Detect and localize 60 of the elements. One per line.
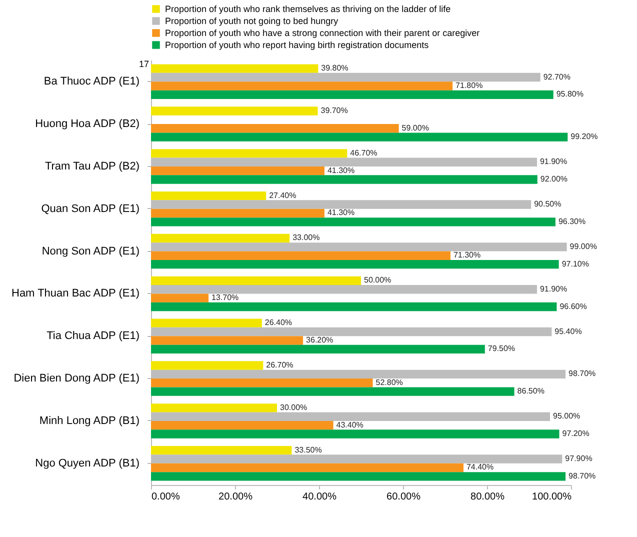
- x-tick-label: 60.00%: [386, 492, 421, 502]
- data-label: 96.60%: [560, 302, 587, 311]
- data-label: 99.00%: [570, 242, 597, 251]
- x-tick-label: 80.00%: [470, 492, 505, 502]
- y-tick-label: Ngo Quyen ADP (B1): [35, 457, 140, 470]
- y-tick-label: Ham Thuan Bac ADP (E1): [12, 288, 140, 300]
- x-tick-label: 0.00%: [152, 492, 180, 502]
- legend-label: Proportion of youth who rank themselves as thriving on the ladder of life: [165, 4, 451, 14]
- y-tick-label: Huong Hoa ADP (B2): [35, 118, 140, 130]
- data-label: 39.80%: [321, 64, 348, 73]
- data-label: 91.90%: [540, 284, 568, 294]
- data-label: 99.20%: [570, 132, 598, 142]
- data-label: 26.70%: [266, 360, 294, 370]
- data-label: 79.50%: [488, 344, 516, 354]
- data-label: 26.40%: [264, 318, 292, 328]
- y-tick-label: Nong Son ADP (E1): [42, 245, 140, 258]
- y-tick-label: Quan Son ADP (E1): [41, 202, 140, 215]
- data-label: 98.70%: [568, 369, 596, 378]
- data-label: 95.40%: [554, 326, 582, 336]
- data-label: 43.40%: [336, 420, 364, 430]
- data-label: 90.50%: [534, 200, 562, 209]
- data-label: 97.10%: [562, 259, 589, 268]
- data-label: 27.40%: [269, 190, 296, 200]
- data-label: 30.00%: [280, 402, 308, 412]
- y-tick-label: Tia Chua ADP (E1): [46, 330, 140, 342]
- data-label: 13.70%: [212, 293, 239, 302]
- y-tick-label: Dien Bien Dong ADP (E1): [14, 372, 140, 385]
- y-tick-label: Minh Long ADP (B1): [39, 414, 140, 427]
- data-label: 92.70%: [543, 72, 570, 82]
- data-label: 97.20%: [562, 428, 590, 438]
- data-label: 41.30%: [327, 166, 355, 175]
- data-label: 86.50%: [517, 386, 544, 396]
- data-label: 97.90%: [565, 454, 592, 464]
- data-label: 46.70%: [350, 148, 378, 158]
- data-label: 98.70%: [568, 471, 596, 480]
- data-label: 91.90%: [540, 157, 568, 166]
- data-label: 92.00%: [540, 174, 568, 184]
- data-label: 33.00%: [292, 233, 320, 242]
- data-label: 95.00%: [553, 412, 580, 421]
- legend-label: Proportion of youth who report having birth registration documents: [165, 40, 430, 50]
- data-label: 71.80%: [456, 80, 483, 90]
- text: 17: [138, 59, 149, 69]
- x-tick-label: 20.00%: [218, 492, 253, 502]
- data-label: 36.20%: [306, 335, 334, 344]
- data-label: 59.00%: [402, 123, 429, 132]
- data-label: 41.30%: [327, 208, 355, 218]
- legend-label: Proportion of youth not going to bed hungry: [165, 16, 339, 26]
- data-label: 74.40%: [466, 462, 494, 472]
- data-label: 95.80%: [556, 90, 584, 99]
- x-tick-label: 40.00%: [302, 492, 337, 502]
- legend-label: Proportion of youth who have a strong connection with their parent or caregiver: [165, 28, 480, 38]
- y-tick-label: Tram Tau ADP (B2): [44, 160, 140, 172]
- x-tick-label: 100.00%: [532, 492, 572, 502]
- data-label: 52.80%: [376, 378, 403, 387]
- data-label: 50.00%: [364, 276, 392, 285]
- data-label: 39.70%: [320, 106, 348, 116]
- data-label: 96.30%: [558, 216, 586, 226]
- y-tick-label: Ba Thuoc ADP (E1): [44, 76, 140, 88]
- data-label: 33.50%: [294, 445, 322, 454]
- data-label: 71.30%: [453, 250, 481, 260]
